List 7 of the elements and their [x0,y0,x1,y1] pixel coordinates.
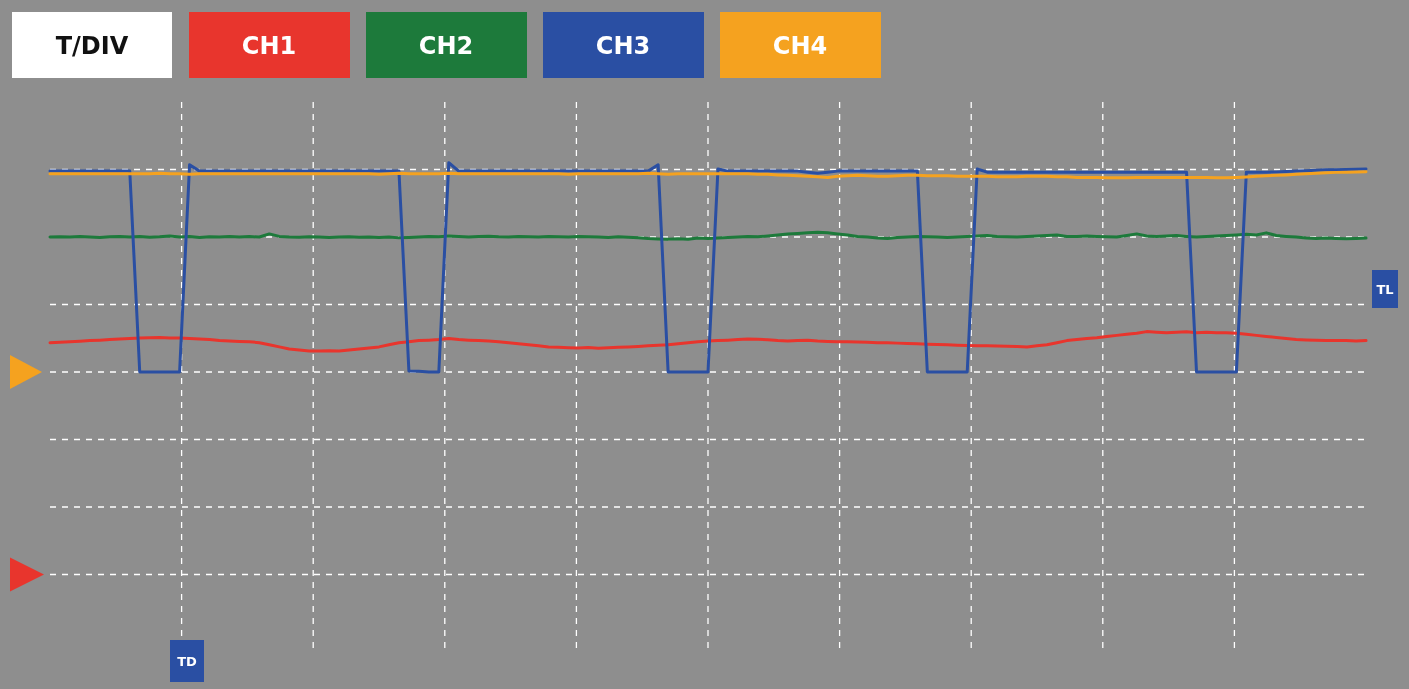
text: CH4 [772,32,828,60]
text: CH1 [241,32,297,60]
text: TD [177,654,198,669]
text: TL [1376,282,1394,297]
text: T/DIV [55,32,129,60]
text: CH3 [595,32,651,60]
text: CH2 [418,32,474,60]
